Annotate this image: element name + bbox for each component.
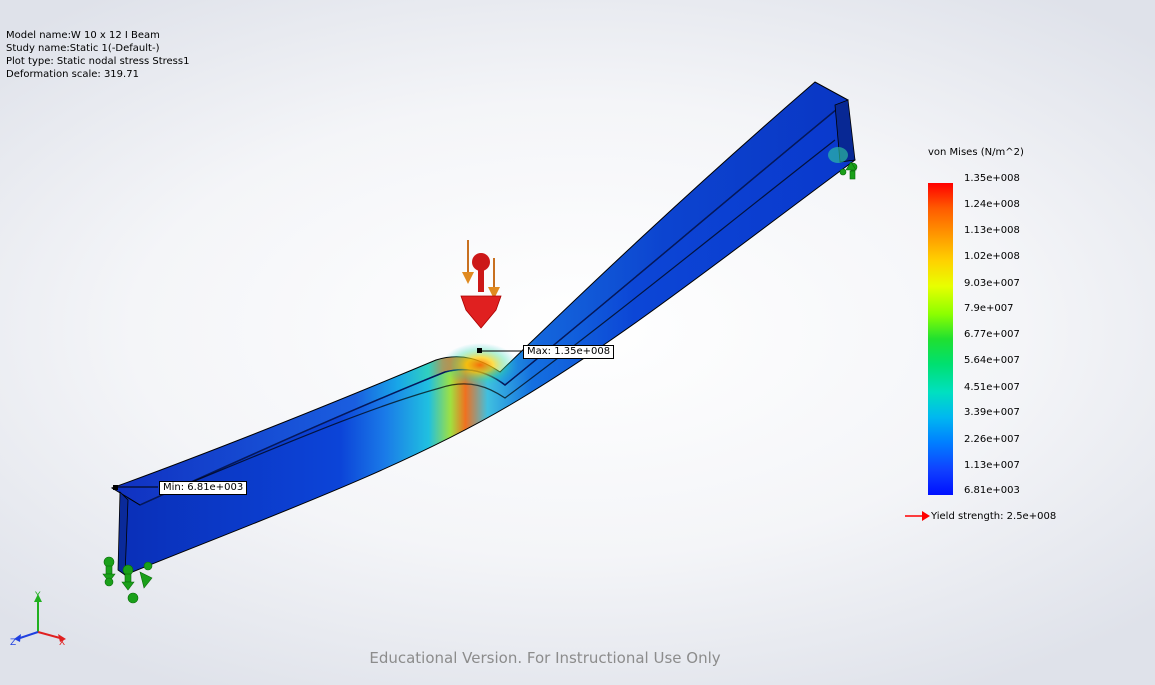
- legend-tick: 1.24e+008: [964, 199, 1020, 210]
- legend-tick: 7.9e+007: [964, 303, 1014, 314]
- study-info: Model name:W 10 x 12 I Beam Study name:S…: [6, 29, 189, 81]
- max-probe[interactable]: Max: 1.35e+008: [523, 345, 615, 359]
- yield-strength: Yield strength: 2.5e+008: [904, 510, 1056, 522]
- legend-tick: 1.13e+007: [964, 460, 1020, 471]
- min-probe[interactable]: Min: 6.81e+003: [159, 481, 248, 495]
- legend-title: von Mises (N/m^2): [928, 147, 1024, 158]
- fixture-icon[interactable]: [102, 556, 153, 604]
- beam-top-flange: [110, 81, 849, 506]
- color-bar[interactable]: [928, 183, 953, 495]
- deformation-scale: Deformation scale: 319.71: [6, 69, 139, 80]
- legend-tick: 3.39e+007: [964, 407, 1020, 418]
- yield-arrow-icon: [905, 511, 930, 521]
- yield-label: Yield strength: 2.5e+008: [931, 510, 1057, 522]
- triad-icon[interactable]: Y X Z: [8, 590, 68, 648]
- legend-tick: 2.26e+007: [964, 434, 1020, 445]
- model-name: Model name:W 10 x 12 I Beam: [6, 30, 160, 41]
- legend-tick: 6.77e+007: [964, 329, 1020, 340]
- triad-x-label: X: [59, 638, 65, 648]
- legend-tick: 9.03e+007: [964, 278, 1020, 289]
- legend-tick: 1.35e+008: [964, 173, 1020, 184]
- triad-y-label: Y: [34, 591, 41, 601]
- legend-tick: 6.81e+003: [964, 485, 1020, 496]
- plot-type: Plot type: Static nodal stress Stress1: [6, 56, 190, 67]
- stress-hotspot: [442, 343, 518, 387]
- beam[interactable]: [110, 81, 856, 576]
- triad-z-label: Z: [10, 638, 16, 648]
- legend-tick: 4.51e+007: [964, 382, 1020, 393]
- watermark: Educational Version. For Instructional U…: [369, 649, 721, 667]
- study-name: Study name:Static 1(-Default-): [6, 43, 160, 54]
- load-arrow-icon[interactable]: [460, 240, 502, 329]
- legend-tick: 1.02e+008: [964, 251, 1020, 262]
- fixture-icon-right[interactable]: [839, 161, 858, 180]
- legend-tick: 1.13e+008: [964, 225, 1020, 236]
- legend-tick: 5.64e+007: [964, 355, 1020, 366]
